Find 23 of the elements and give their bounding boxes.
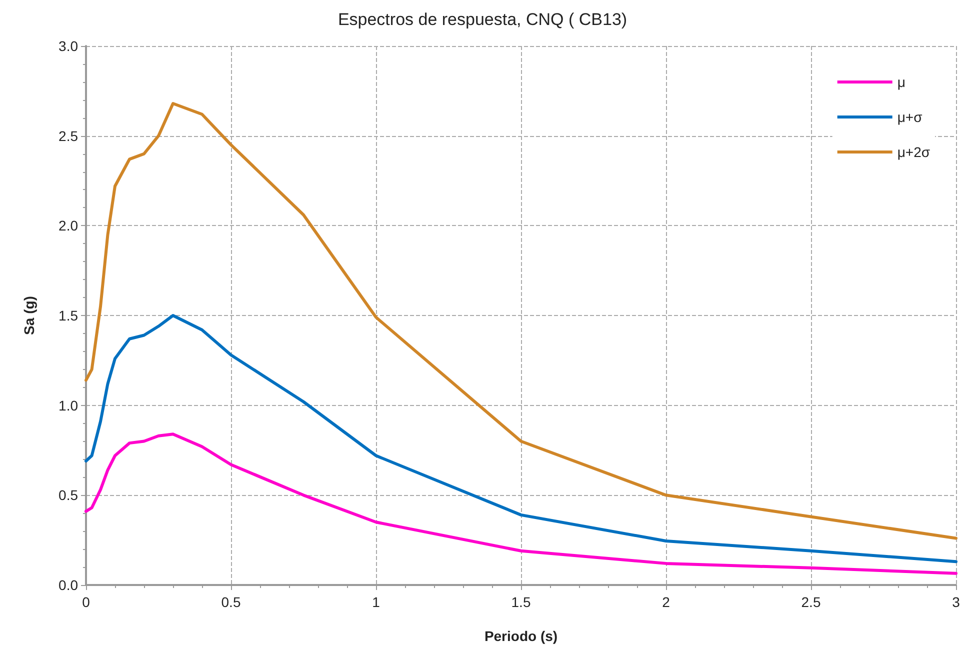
y-tick-label: 1.5 [58, 308, 78, 324]
x-tick-label: 1 [372, 594, 380, 610]
x-tick-label: 0 [82, 594, 90, 610]
legend-label: μ+2σ [897, 144, 930, 160]
x-tick-label: 3 [952, 594, 960, 610]
y-tick-label: 2.0 [58, 218, 78, 234]
line-series [84, 102, 958, 540]
y-axis-title: Sa (g) [21, 296, 37, 335]
y-tick-label: 1.0 [58, 397, 78, 414]
x-axis-title: Periodo (s) [484, 628, 558, 644]
legend-label: μ [897, 74, 906, 90]
x-tick-label: 2 [662, 594, 670, 610]
y-tick-label: 3.0 [58, 38, 78, 54]
line-series [84, 432, 958, 575]
line-series [84, 314, 958, 564]
legend-label: μ+σ [897, 109, 923, 125]
chart-title: Espectros de respuesta, CNQ ( CB13) [338, 10, 628, 29]
x-tick-label: 0.5 [221, 594, 241, 610]
y-tick-label: 2.5 [58, 128, 78, 144]
x-tick-label: 2.5 [801, 594, 821, 610]
y-tick-label: 0.0 [58, 577, 78, 593]
x-tick-label: 1.5 [511, 594, 531, 610]
y-tick-label: 0.5 [58, 487, 78, 504]
